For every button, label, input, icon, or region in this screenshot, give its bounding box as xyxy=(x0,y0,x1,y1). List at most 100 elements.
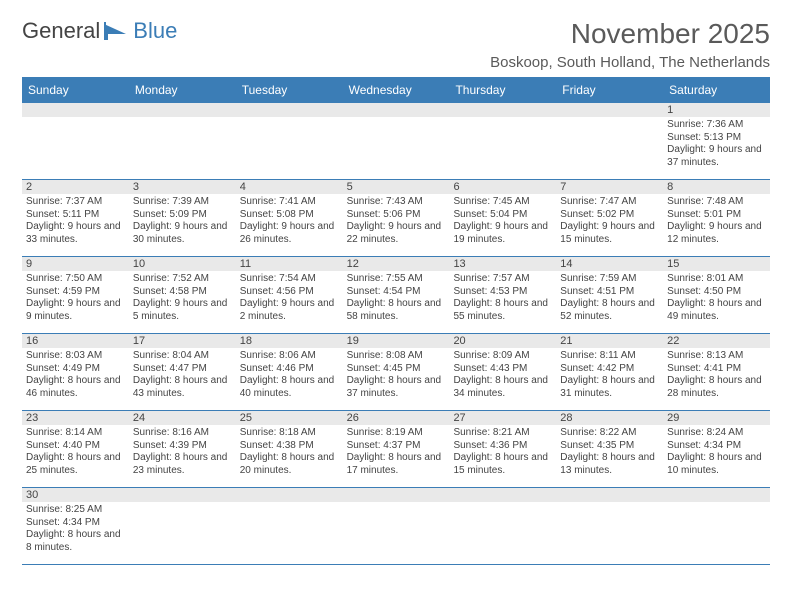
day-cell: Sunrise: 7:36 AMSunset: 5:13 PMDaylight:… xyxy=(663,117,770,179)
sunrise-text: Sunrise: 8:03 AM xyxy=(26,350,125,363)
day-number: 15 xyxy=(663,257,770,271)
daylight-text: Daylight: 9 hours and 5 minutes. xyxy=(133,298,232,323)
sunset-text: Sunset: 5:13 PM xyxy=(667,132,766,145)
day-cell xyxy=(556,502,663,564)
day-cell: Sunrise: 8:16 AMSunset: 4:39 PMDaylight:… xyxy=(129,425,236,487)
day-cell: Sunrise: 7:54 AMSunset: 4:56 PMDaylight:… xyxy=(236,271,343,333)
day-cell: Sunrise: 7:47 AMSunset: 5:02 PMDaylight:… xyxy=(556,194,663,256)
sunset-text: Sunset: 5:11 PM xyxy=(26,209,125,222)
daylight-text: Daylight: 9 hours and 37 minutes. xyxy=(667,144,766,169)
sunrise-text: Sunrise: 7:48 AM xyxy=(667,196,766,209)
day-number xyxy=(343,103,450,117)
day-number: 23 xyxy=(22,411,129,425)
sunset-text: Sunset: 5:06 PM xyxy=(347,209,446,222)
daylight-text: Daylight: 8 hours and 46 minutes. xyxy=(26,375,125,400)
sunset-text: Sunset: 4:49 PM xyxy=(26,363,125,376)
daylight-text: Daylight: 8 hours and 34 minutes. xyxy=(453,375,552,400)
day-cell: Sunrise: 7:59 AMSunset: 4:51 PMDaylight:… xyxy=(556,271,663,333)
sunset-text: Sunset: 4:38 PM xyxy=(240,440,339,453)
daylight-text: Daylight: 9 hours and 26 minutes. xyxy=(240,221,339,246)
day-cell: Sunrise: 7:39 AMSunset: 5:09 PMDaylight:… xyxy=(129,194,236,256)
day-cell: Sunrise: 7:37 AMSunset: 5:11 PMDaylight:… xyxy=(22,194,129,256)
day-number xyxy=(449,488,556,502)
day-number: 10 xyxy=(129,257,236,271)
day-cell: Sunrise: 8:08 AMSunset: 4:45 PMDaylight:… xyxy=(343,348,450,410)
sunset-text: Sunset: 4:34 PM xyxy=(667,440,766,453)
daynum-row: 9101112131415 xyxy=(22,257,770,271)
daynum-row: 2345678 xyxy=(22,180,770,194)
day-number xyxy=(22,103,129,117)
sunset-text: Sunset: 4:46 PM xyxy=(240,363,339,376)
sunrise-text: Sunrise: 7:39 AM xyxy=(133,196,232,209)
day-number: 26 xyxy=(343,411,450,425)
day-cell xyxy=(22,117,129,179)
sunset-text: Sunset: 4:41 PM xyxy=(667,363,766,376)
logo-flag-icon xyxy=(104,22,130,40)
day-number xyxy=(663,488,770,502)
weeks-container: 1Sunrise: 7:36 AMSunset: 5:13 PMDaylight… xyxy=(22,103,770,565)
sunrise-text: Sunrise: 7:36 AM xyxy=(667,119,766,132)
day-cell: Sunrise: 8:19 AMSunset: 4:37 PMDaylight:… xyxy=(343,425,450,487)
day-number: 12 xyxy=(343,257,450,271)
day-header-sat: Saturday xyxy=(663,79,770,103)
sunset-text: Sunset: 5:02 PM xyxy=(560,209,659,222)
sunrise-text: Sunrise: 8:04 AM xyxy=(133,350,232,363)
day-cell: Sunrise: 8:14 AMSunset: 4:40 PMDaylight:… xyxy=(22,425,129,487)
day-number: 17 xyxy=(129,334,236,348)
sunrise-text: Sunrise: 8:11 AM xyxy=(560,350,659,363)
day-number: 27 xyxy=(449,411,556,425)
day-header-thu: Thursday xyxy=(449,79,556,103)
day-number: 24 xyxy=(129,411,236,425)
day-number: 3 xyxy=(129,180,236,194)
day-cell: Sunrise: 7:52 AMSunset: 4:58 PMDaylight:… xyxy=(129,271,236,333)
sunrise-text: Sunrise: 7:54 AM xyxy=(240,273,339,286)
daylight-text: Daylight: 8 hours and 15 minutes. xyxy=(453,452,552,477)
day-cell: Sunrise: 8:22 AMSunset: 4:35 PMDaylight:… xyxy=(556,425,663,487)
sunrise-text: Sunrise: 8:16 AM xyxy=(133,427,232,440)
day-number: 1 xyxy=(663,103,770,117)
sunset-text: Sunset: 4:56 PM xyxy=(240,286,339,299)
day-number: 18 xyxy=(236,334,343,348)
calendar: Sunday Monday Tuesday Wednesday Thursday… xyxy=(22,77,770,565)
day-number: 11 xyxy=(236,257,343,271)
day-number xyxy=(236,103,343,117)
sunset-text: Sunset: 4:58 PM xyxy=(133,286,232,299)
daylight-text: Daylight: 8 hours and 20 minutes. xyxy=(240,452,339,477)
sunrise-text: Sunrise: 7:41 AM xyxy=(240,196,339,209)
sunset-text: Sunset: 4:53 PM xyxy=(453,286,552,299)
day-cell xyxy=(449,117,556,179)
sunrise-text: Sunrise: 7:43 AM xyxy=(347,196,446,209)
day-cell: Sunrise: 8:11 AMSunset: 4:42 PMDaylight:… xyxy=(556,348,663,410)
day-cell: Sunrise: 8:09 AMSunset: 4:43 PMDaylight:… xyxy=(449,348,556,410)
sunset-text: Sunset: 4:47 PM xyxy=(133,363,232,376)
daylight-text: Daylight: 9 hours and 9 minutes. xyxy=(26,298,125,323)
day-cell: Sunrise: 7:45 AMSunset: 5:04 PMDaylight:… xyxy=(449,194,556,256)
sunset-text: Sunset: 4:35 PM xyxy=(560,440,659,453)
day-cell: Sunrise: 8:03 AMSunset: 4:49 PMDaylight:… xyxy=(22,348,129,410)
sunrise-text: Sunrise: 7:50 AM xyxy=(26,273,125,286)
daylight-text: Daylight: 8 hours and 37 minutes. xyxy=(347,375,446,400)
sunrise-text: Sunrise: 8:09 AM xyxy=(453,350,552,363)
day-cell xyxy=(236,117,343,179)
sunset-text: Sunset: 5:08 PM xyxy=(240,209,339,222)
day-cell: Sunrise: 8:18 AMSunset: 4:38 PMDaylight:… xyxy=(236,425,343,487)
day-number xyxy=(129,103,236,117)
day-number: 19 xyxy=(343,334,450,348)
month-title: November 2025 xyxy=(490,18,770,50)
day-number: 8 xyxy=(663,180,770,194)
daynum-row: 16171819202122 xyxy=(22,334,770,348)
sunset-text: Sunset: 4:59 PM xyxy=(26,286,125,299)
sunset-text: Sunset: 4:43 PM xyxy=(453,363,552,376)
sunset-text: Sunset: 4:36 PM xyxy=(453,440,552,453)
daylight-text: Daylight: 9 hours and 12 minutes. xyxy=(667,221,766,246)
sunrise-text: Sunrise: 8:18 AM xyxy=(240,427,339,440)
day-number xyxy=(449,103,556,117)
day-number: 20 xyxy=(449,334,556,348)
day-header-sun: Sunday xyxy=(22,79,129,103)
daylight-text: Daylight: 8 hours and 28 minutes. xyxy=(667,375,766,400)
day-number: 13 xyxy=(449,257,556,271)
sunrise-text: Sunrise: 8:21 AM xyxy=(453,427,552,440)
week-row: Sunrise: 8:25 AMSunset: 4:34 PMDaylight:… xyxy=(22,502,770,565)
day-number: 22 xyxy=(663,334,770,348)
day-cell: Sunrise: 8:06 AMSunset: 4:46 PMDaylight:… xyxy=(236,348,343,410)
